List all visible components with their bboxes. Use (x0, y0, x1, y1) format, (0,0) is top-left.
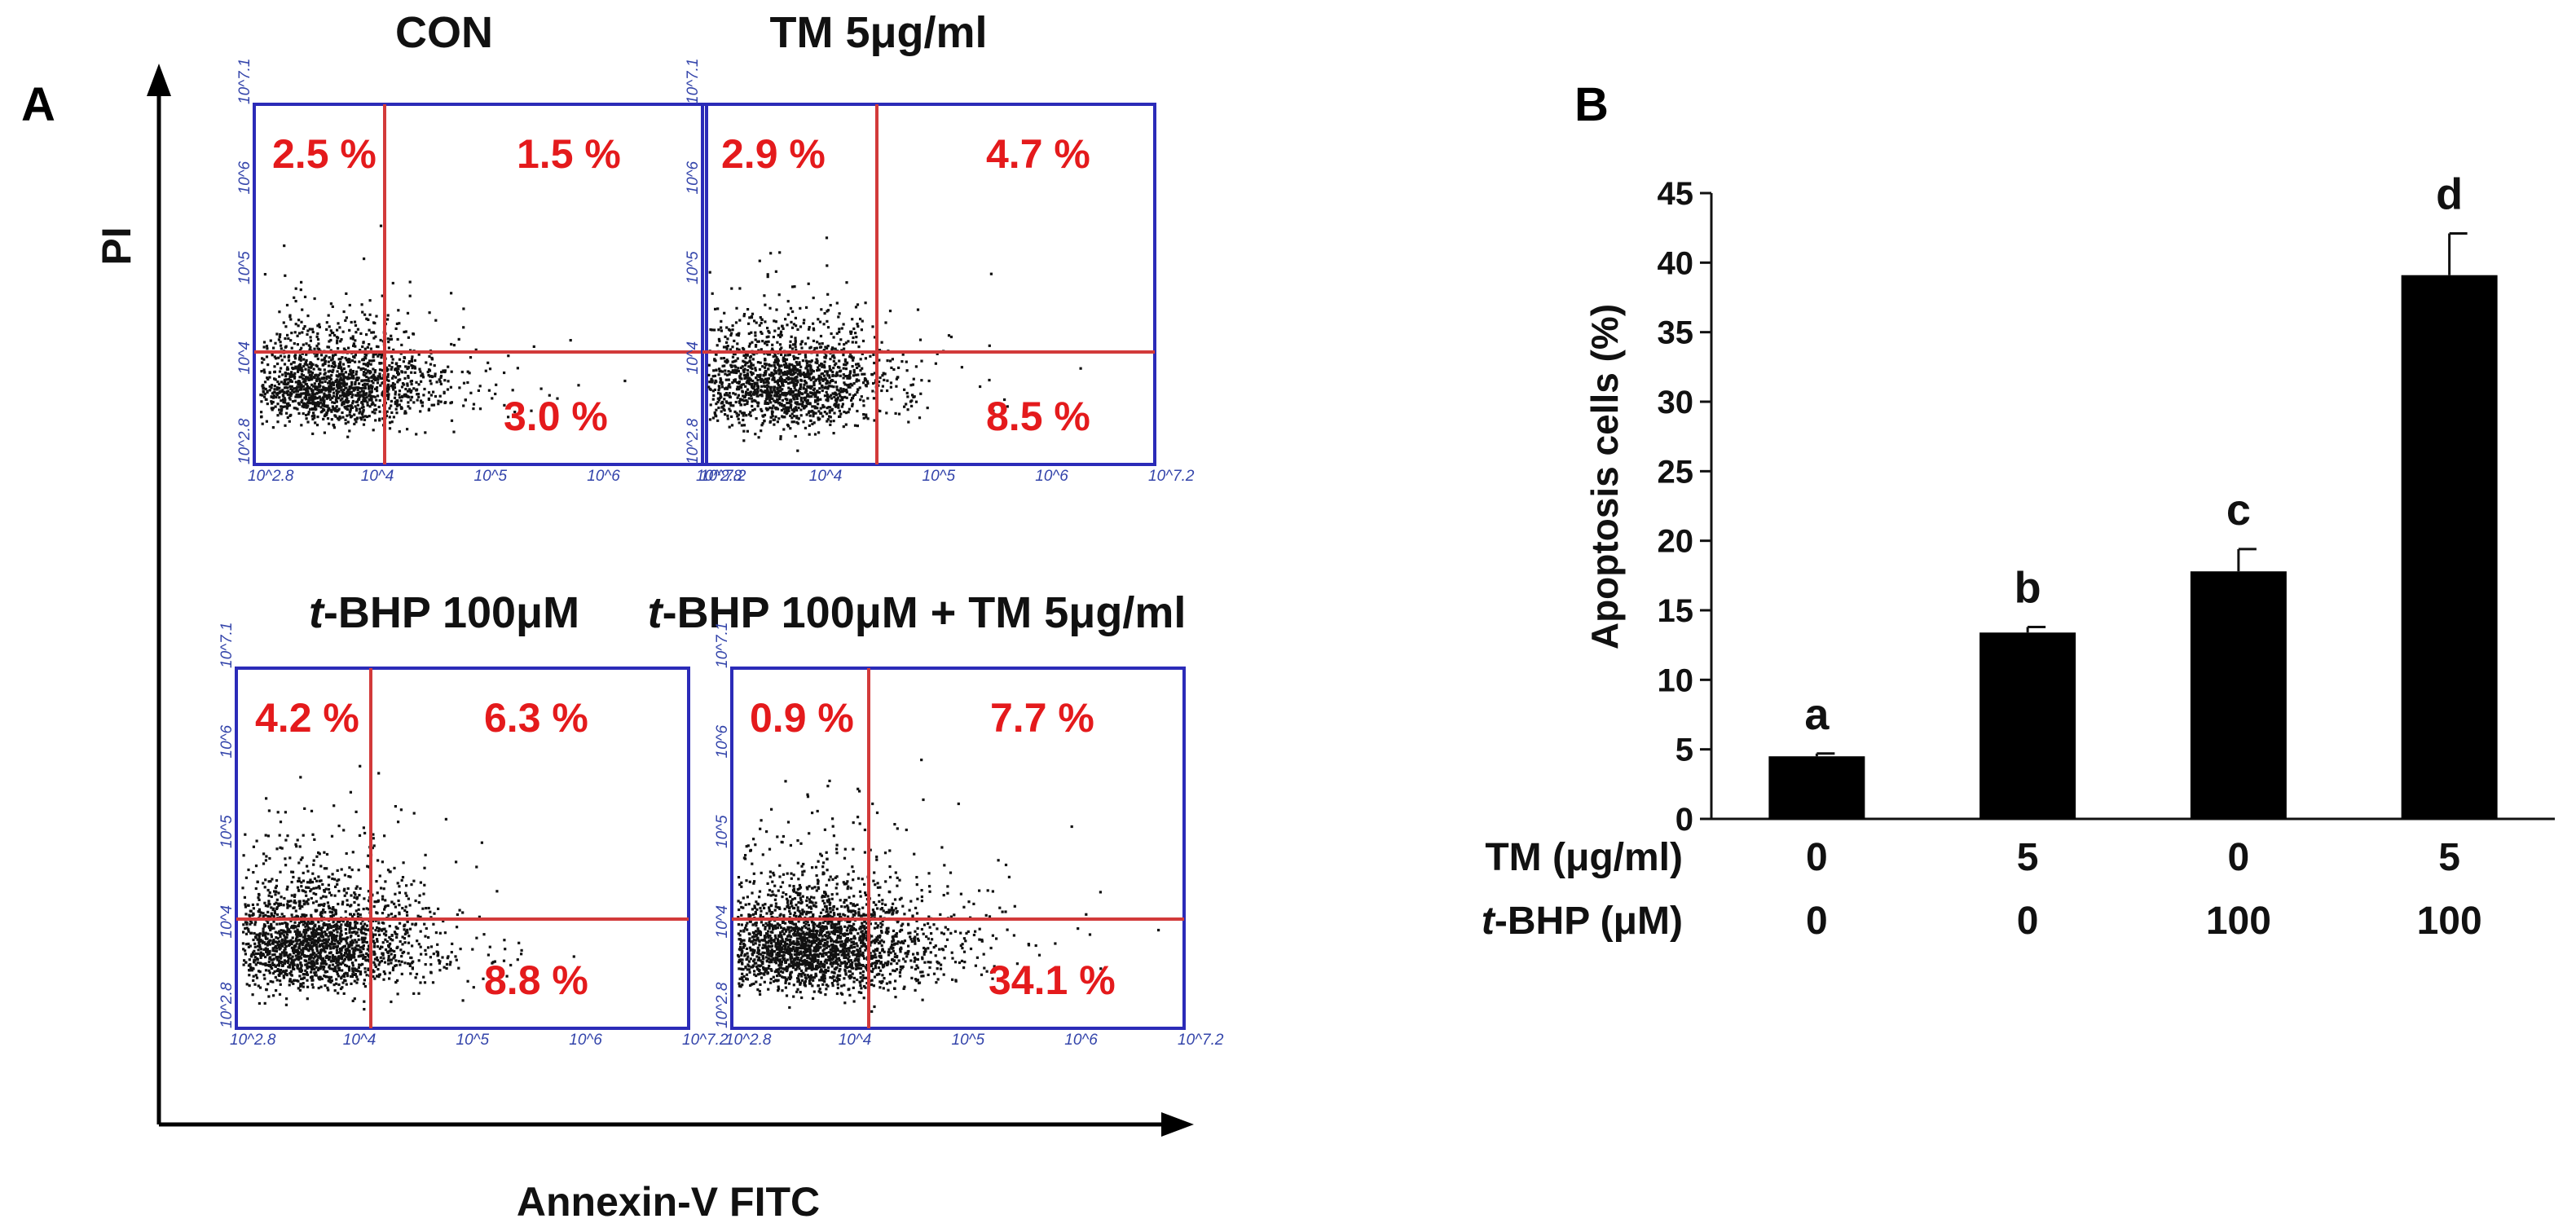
quadrant-ul: 0.9 % (750, 695, 854, 741)
x-tick-label: 10^4 (839, 1032, 872, 1049)
quadrant-ur: 1.5 % (517, 131, 621, 177)
y-tick-label: 20 (1658, 524, 1694, 560)
tbhp-dose-value: 100 (2206, 900, 2271, 943)
x-tick-label: 10^7.2 (682, 1032, 729, 1049)
x-tick-label: 10^4 (809, 468, 843, 485)
y-tick-label: 45 (1658, 176, 1694, 212)
panel-a-letter: A (21, 78, 55, 131)
significance-letter: d (2436, 169, 2463, 218)
plot-title-tbhp-tm: t-BHP 100μM + TM 5μg/ml (648, 588, 1187, 637)
quadrant-lr: 3.0 % (504, 394, 608, 439)
y-tick-label: 10^2.8 (714, 982, 731, 1028)
y-tick-label: 10^5 (714, 815, 731, 848)
y-tick-label: 10^6 (218, 724, 236, 758)
y-tick-label: 10^6 (714, 724, 731, 758)
scatter-plot-tm: 2.9 % 4.7 % 8.5 % 10^2.8 10^4 10^5 10^6 10^7… (685, 59, 1195, 485)
annexin-axis-label: Annexin-V FITC (517, 1179, 820, 1225)
significance-letter: c (2226, 486, 2251, 535)
y-tick-label: 10^2.8 (236, 418, 253, 464)
y-tick-label: 10^4 (714, 905, 731, 939)
scatter-plot-tbhp-tm: 0.9 % 7.7 % 34.1 % 10^2.8 10^4 10^5 10^6 10^… (714, 623, 1224, 1049)
y-tick-label: 10^5 (236, 251, 253, 284)
x-tick-label: 10^2.8 (696, 468, 742, 485)
quadrant-ul: 2.9 % (721, 131, 826, 177)
y-tick-label: 10^7.1 (218, 623, 236, 668)
plot-title-tbhp: t-BHP 100μM (309, 588, 579, 637)
tm-dose-value: 5 (2438, 836, 2460, 879)
y-tick-label: 15 (1658, 593, 1694, 629)
tm-dose-value: 0 (1806, 836, 1828, 879)
condition-table: TM (μg/ml) t-BHP (μM) 0 0 5 0 0 100 5 100 (1482, 836, 2482, 943)
x-tick-label: 10^7.2 (700, 468, 746, 485)
apoptosis-bar-chart: 0 5 10 15 20 25 30 35 40 45 a b c d (1658, 169, 2555, 838)
x-tick-label: 10^6 (569, 1032, 602, 1049)
x-tick-label: 10^6 (1035, 468, 1068, 485)
tm-dose-value: 5 (2017, 836, 2039, 879)
y-tick-label: 30 (1658, 385, 1694, 420)
tbhp-dose-value: 100 (2417, 900, 2482, 943)
tm-dose-value: 0 (2228, 836, 2250, 879)
tm-row-label: TM (μg/ml) (1485, 836, 1683, 879)
bar (2190, 571, 2287, 819)
y-tick-label: 10^5 (218, 815, 236, 848)
significance-letter: a (1804, 690, 1830, 739)
quadrant-ul: 2.5 % (272, 131, 376, 177)
bar (2401, 275, 2498, 819)
quadrant-lr: 34.1 % (989, 957, 1116, 1003)
quadrant-lr: 8.5 % (986, 394, 1090, 439)
y-tick-label: 10^6 (236, 161, 253, 194)
panel-a-axes (147, 64, 1194, 1137)
quadrant-ul: 4.2 % (255, 695, 359, 741)
quadrant-ur: 4.7 % (986, 131, 1090, 177)
tbhp-dose-value: 0 (2017, 900, 2039, 943)
x-tick-label: 10^5 (456, 1032, 490, 1049)
x-tick-label: 10^6 (587, 468, 620, 485)
y-tick-label: 10^4 (685, 341, 702, 375)
y-tick-label: 10^2.8 (685, 418, 702, 464)
y-tick-label: 10^6 (685, 161, 702, 194)
x-tick-label: 10^2.8 (725, 1032, 772, 1049)
y-tick-label: 10 (1658, 662, 1694, 698)
y-tick-label: 35 (1658, 315, 1694, 351)
y-tick-label: 10^7.1 (714, 623, 731, 668)
panel-b-letter: B (1574, 78, 1609, 131)
tbhp-dose-value: 0 (1806, 900, 1828, 943)
quadrant-ur: 7.7 % (990, 695, 1094, 741)
x-tick-label: 10^6 (1064, 1032, 1098, 1049)
scatter-plot-con: 2.5 % 1.5 % 3.0 % 10^2.8 10^4 10^5 10^6 10^7… (236, 59, 746, 485)
scatter-plot-tbhp: 4.2 % 6.3 % 8.8 % 10^2.8 10^4 10^5 10^6 10^7… (218, 623, 729, 1049)
quadrant-lr: 8.8 % (484, 957, 588, 1003)
y-tick-label: 10^4 (218, 905, 236, 939)
bar (1768, 756, 1865, 819)
x-tick-label: 10^4 (343, 1032, 376, 1049)
y-tick-label: 5 (1676, 733, 1693, 768)
pi-axis-label: PI (94, 227, 139, 265)
y-tick-label: 40 (1658, 245, 1694, 281)
x-tick-label: 10^5 (474, 468, 508, 485)
bar (1979, 632, 2076, 819)
y-tick-label: 10^4 (236, 341, 253, 375)
y-tick-label: 10^2.8 (218, 982, 236, 1028)
apoptosis-axis-label: Apoptosis cells (%) (1583, 304, 1626, 649)
y-tick-label: 25 (1658, 454, 1694, 490)
quadrant-ur: 6.3 % (484, 695, 588, 741)
tbhp-row-label: t-BHP (μM) (1482, 900, 1683, 943)
x-tick-label: 10^4 (361, 468, 394, 485)
y-tick-label: 10^7.1 (236, 59, 253, 104)
x-tick-label: 10^7.2 (1178, 1032, 1224, 1049)
y-tick-label: 0 (1676, 802, 1693, 838)
x-tick-label: 10^5 (923, 468, 956, 485)
y-tick-label: 10^5 (685, 251, 702, 284)
x-tick-label: 10^7.2 (1148, 468, 1195, 485)
plot-title-tm: TM 5μg/ml (769, 8, 987, 57)
x-tick-label: 10^2.8 (248, 468, 294, 485)
x-tick-label: 10^5 (952, 1032, 985, 1049)
significance-letter: b (2015, 563, 2041, 612)
x-tick-label: 10^2.8 (230, 1032, 276, 1049)
plot-title-con: CON (395, 8, 493, 57)
y-tick-label: 10^7.1 (685, 59, 702, 104)
